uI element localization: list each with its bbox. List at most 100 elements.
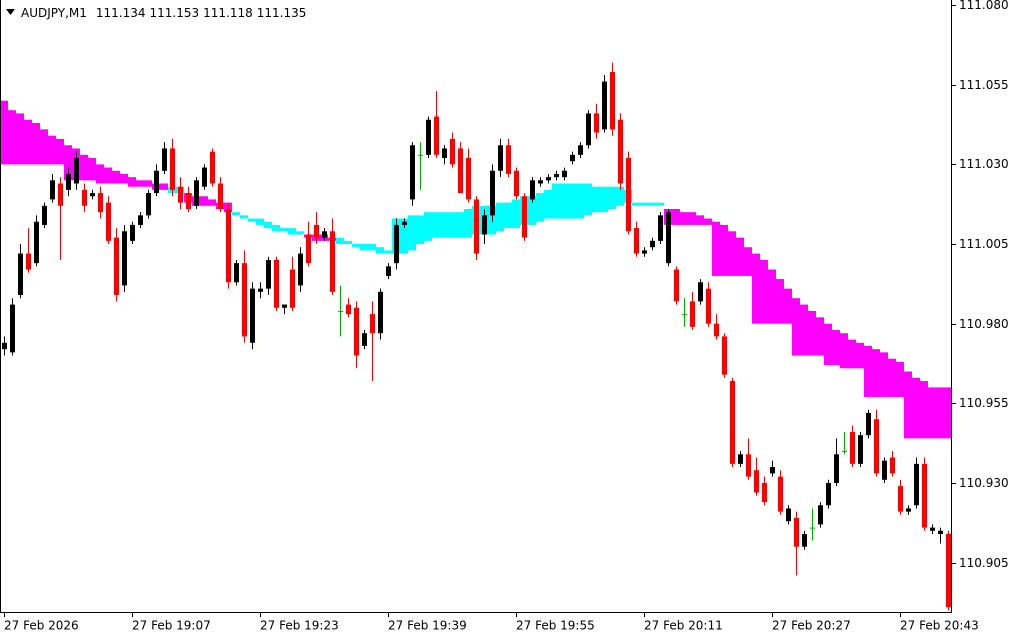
candle-body	[274, 259, 279, 308]
indicator-bar	[792, 298, 800, 356]
indicator-bar	[400, 218, 408, 254]
indicator-bar	[712, 221, 720, 276]
candle-body	[322, 231, 327, 238]
x-tick-label: 27 Feb 19:23	[260, 619, 339, 633]
indicator-bar	[544, 189, 552, 219]
candle-body	[258, 288, 263, 292]
candle-body	[370, 314, 375, 334]
indicator-bar	[920, 381, 928, 439]
candle-body	[386, 266, 391, 276]
candle-body	[946, 533, 951, 608]
indicator-bar	[576, 183, 584, 219]
candle-body	[842, 451, 847, 453]
candle-body	[314, 224, 319, 238]
indicator-bar	[832, 330, 840, 366]
candle-body	[362, 333, 367, 346]
candle-body	[514, 170, 519, 197]
candle-body	[906, 508, 911, 512]
candle-body	[834, 454, 839, 483]
candle-body	[74, 158, 79, 184]
indicator-bar	[672, 208, 680, 225]
indicator-bar	[128, 177, 136, 187]
indicator-bar	[568, 183, 576, 219]
indicator-bar	[88, 158, 96, 181]
candle-body	[738, 454, 743, 464]
indicator-bar	[848, 339, 856, 369]
x-tick-label: 27 Feb 19:07	[132, 619, 211, 633]
indicator-bar	[880, 352, 888, 397]
quote-close: 111.135	[257, 6, 307, 20]
candle-body	[154, 170, 159, 194]
candle-body	[778, 476, 783, 512]
candle-body	[234, 263, 239, 283]
indicator-bar	[736, 237, 744, 276]
candle-body	[170, 148, 175, 190]
indicator-bar	[616, 186, 624, 206]
candle-body	[698, 282, 703, 302]
indicator-bar	[808, 310, 816, 356]
indicator-bar	[696, 215, 704, 225]
candle-body	[586, 113, 591, 146]
indicator-bar	[584, 183, 592, 216]
indicator-bar	[440, 212, 448, 238]
candle-body	[298, 253, 303, 286]
indicator-bar	[240, 215, 248, 219]
candle-body	[554, 173, 559, 178]
candle-body	[282, 304, 287, 308]
candle-body	[458, 148, 463, 194]
candle-body	[450, 138, 455, 165]
candle-body	[794, 518, 799, 547]
candle-body	[18, 253, 23, 296]
candle-body	[754, 470, 759, 493]
indicator-bar	[272, 224, 280, 232]
candle-body	[866, 412, 871, 436]
candle-body	[874, 419, 879, 474]
indicator-bar	[160, 183, 168, 190]
candle-body	[194, 180, 199, 206]
x-tick-label: 27 Feb 20:11	[644, 619, 723, 633]
indicator-bar	[40, 129, 48, 165]
indicator-bar	[136, 180, 144, 187]
indicator-bar	[80, 154, 88, 181]
dropdown-icon[interactable]	[6, 9, 15, 15]
candle-body	[930, 527, 935, 531]
indicator-bar	[376, 247, 384, 254]
indicator-bar	[928, 387, 936, 439]
candle-body	[938, 530, 943, 534]
indicator-bar	[840, 333, 848, 369]
candle-body	[826, 482, 831, 506]
candle-body	[66, 173, 71, 190]
candle-body	[802, 533, 807, 547]
candle-body	[434, 116, 439, 155]
indicator-bar	[528, 196, 536, 225]
candle-body	[122, 231, 127, 286]
candle-body	[226, 208, 231, 283]
candle-body	[618, 119, 623, 184]
candle-body	[498, 145, 503, 171]
candle-body	[642, 250, 647, 254]
candle-body	[658, 215, 663, 241]
candle-body	[330, 231, 335, 292]
candle-body	[418, 154, 423, 156]
indicator-bar	[728, 231, 736, 276]
indicator-bar	[512, 199, 520, 229]
candle-body	[290, 269, 295, 308]
candle-body	[250, 288, 255, 343]
y-tick-label: 110.955	[959, 396, 1009, 410]
indicator-bar	[32, 122, 40, 165]
indicator-bar	[120, 173, 128, 184]
indicator-bar	[752, 253, 760, 324]
indicator-bar	[504, 202, 512, 229]
indicator-bar	[744, 247, 752, 276]
candle-body	[106, 202, 111, 241]
candle-body	[482, 215, 487, 235]
indicator-bar	[408, 215, 416, 251]
candle-body	[538, 180, 543, 184]
indicator-bar	[592, 186, 600, 213]
candle-body	[650, 240, 655, 248]
indicator-bar	[648, 202, 656, 206]
indicator-bar	[872, 349, 880, 397]
indicator-bar	[864, 345, 872, 397]
candle-body	[82, 189, 87, 206]
candle-body	[394, 224, 399, 264]
